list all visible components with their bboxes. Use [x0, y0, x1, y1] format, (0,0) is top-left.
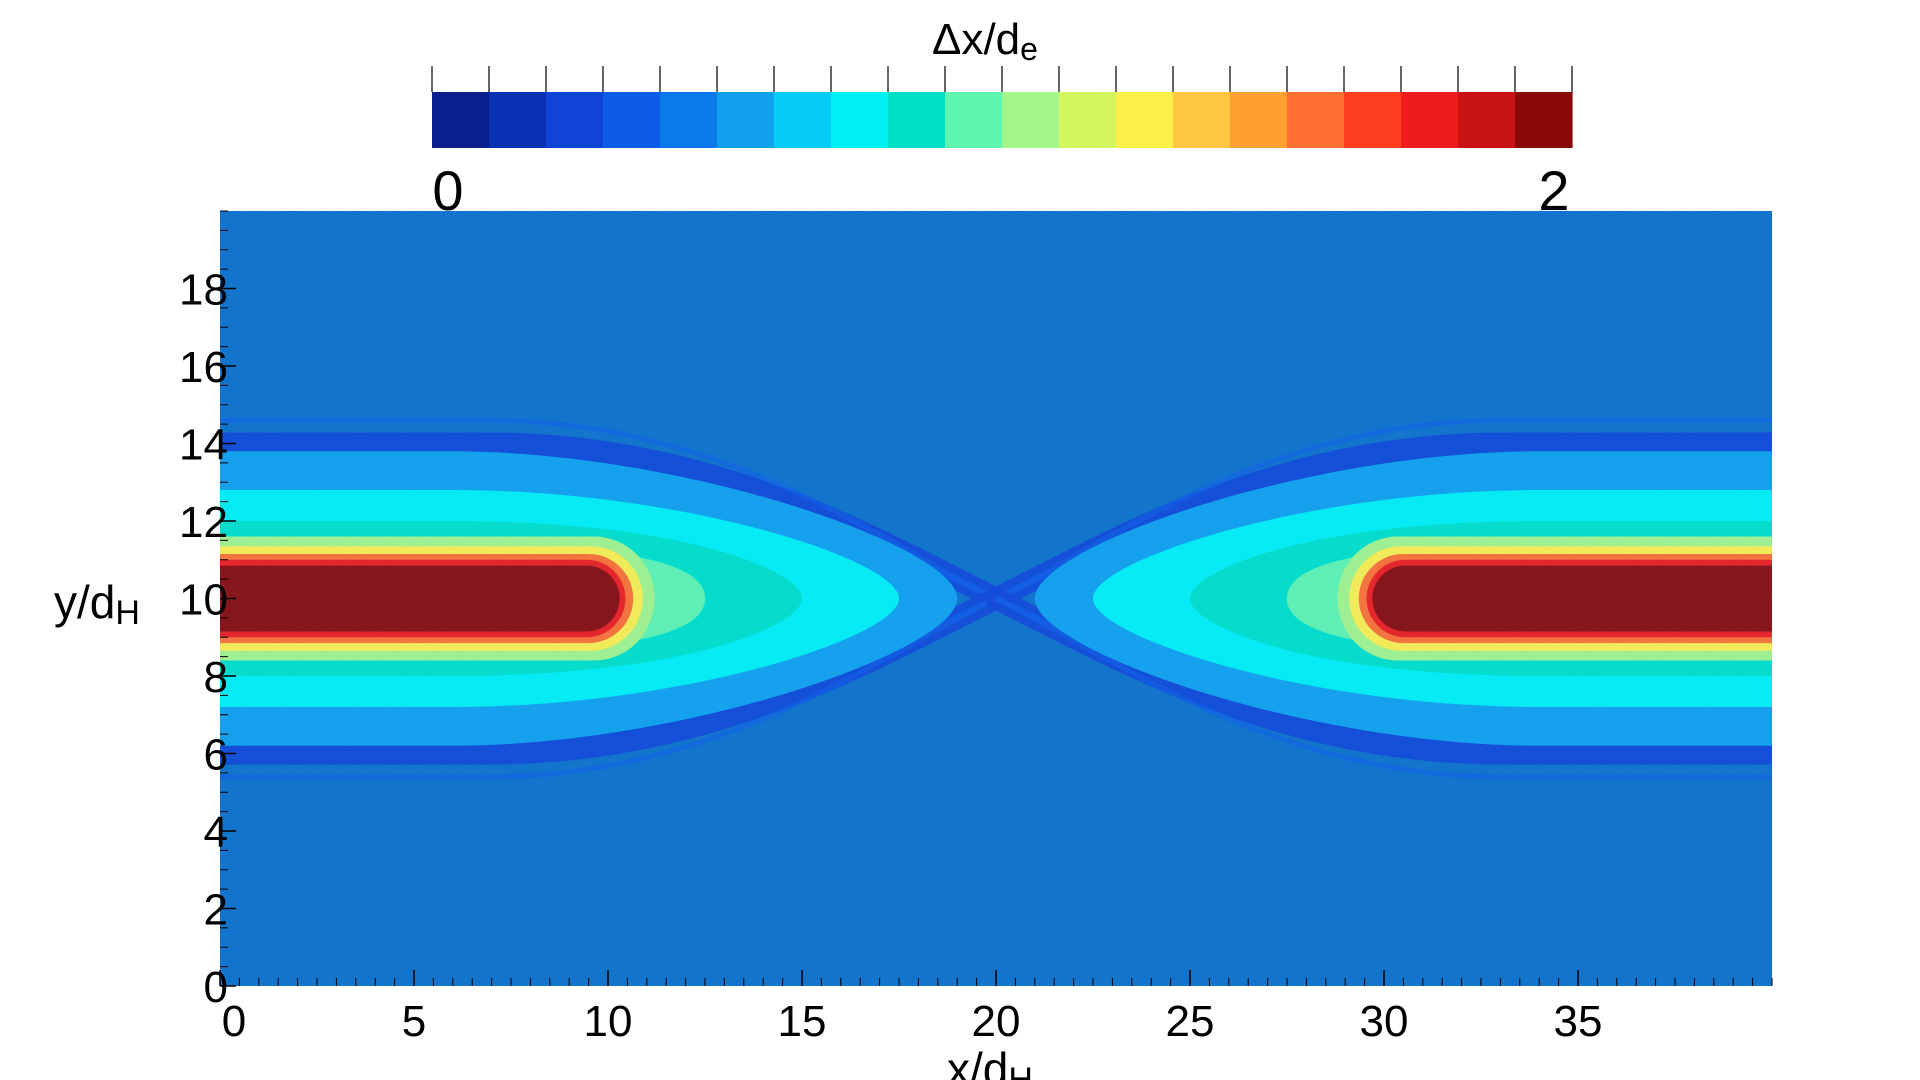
- x-axis-label: x/dH: [947, 1043, 1033, 1080]
- colorbar-swatch: [888, 92, 946, 148]
- x-tick-label: 5: [402, 997, 426, 1046]
- x-tick-label: 25: [1166, 997, 1215, 1046]
- colorbar: Δx/de 0 2: [431, 15, 1573, 222]
- y-axis-label-sub: H: [115, 594, 140, 632]
- y-tick-label: 0: [204, 963, 228, 1012]
- colorbar-swatch: [546, 92, 604, 148]
- x-axis-label-sub: H: [1008, 1061, 1033, 1080]
- colorbar-swatch: [660, 92, 718, 148]
- x-axis-label-main: x/d: [947, 1043, 1008, 1080]
- x-tick-label: 20: [972, 997, 1021, 1046]
- colorbar-swatch: [1059, 92, 1117, 148]
- x-tick-label: 10: [584, 997, 633, 1046]
- colorbar-swatch: [1401, 92, 1459, 148]
- noise-texture: [220, 211, 1772, 986]
- plot-area: 0 5 10 15 20 25 30 35 0 2 4 6 8 10 12 14 16 18: [179, 210, 1773, 1046]
- colorbar-swatch: [717, 92, 775, 148]
- colorbar-swatches: [432, 92, 1573, 148]
- y-axis-label-main: y/d: [54, 576, 115, 628]
- colorbar-label-main: Δx/d: [932, 15, 1020, 64]
- y-tick-label: 6: [204, 731, 228, 780]
- colorbar-swatch: [1116, 92, 1174, 148]
- colorbar-swatch: [1344, 92, 1402, 148]
- colorbar-swatch: [1515, 92, 1573, 148]
- colorbar-label: Δx/de: [932, 15, 1038, 67]
- colorbar-swatch: [489, 92, 547, 148]
- colorbar-swatch: [603, 92, 661, 148]
- colorbar-swatch: [1458, 92, 1516, 148]
- y-tick-label: 8: [204, 653, 228, 702]
- y-tick-label: 2: [204, 886, 228, 935]
- x-tick-label: 15: [778, 997, 827, 1046]
- y-tick-label: 18: [179, 266, 228, 315]
- y-axis-label: y/dH: [54, 576, 140, 632]
- colorbar-swatch: [831, 92, 889, 148]
- x-axis-ticks: 0 5 10 15 20 25 30 35: [219, 970, 1603, 1046]
- y-tick-label: 10: [179, 576, 228, 625]
- y-tick-label: 12: [179, 498, 228, 547]
- colorbar-swatch: [1002, 92, 1060, 148]
- y-tick-label: 14: [179, 421, 228, 470]
- x-tick-label: 35: [1554, 997, 1603, 1046]
- x-tick-label: 0: [222, 997, 246, 1046]
- colorbar-swatch: [432, 92, 490, 148]
- colorbar-swatch: [1173, 92, 1231, 148]
- colorbar-label-sub: e: [1020, 31, 1038, 67]
- colorbar-swatch: [1287, 92, 1345, 148]
- y-axis-ticks: 0 2 4 6 8 10 12 14 16 18: [179, 266, 236, 1012]
- y-tick-label: 4: [204, 808, 228, 857]
- x-tick-label: 30: [1360, 997, 1409, 1046]
- colorbar-swatch: [774, 92, 832, 148]
- colorbar-ticks: [431, 66, 1573, 92]
- y-tick-label: 16: [179, 343, 228, 392]
- colorbar-swatch: [1230, 92, 1288, 148]
- colorbar-swatch: [945, 92, 1003, 148]
